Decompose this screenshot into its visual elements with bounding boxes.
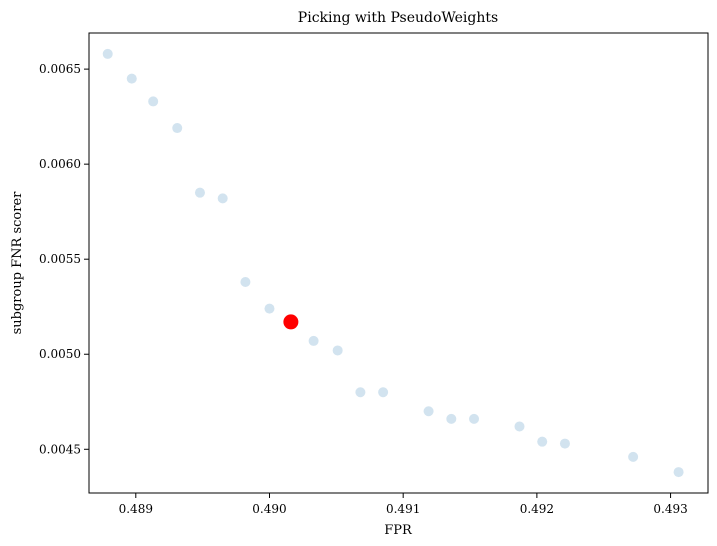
- data-point: [308, 335, 319, 346]
- data-point: [446, 413, 457, 424]
- x-tick-label: 0.491: [386, 502, 420, 516]
- chart-title: Picking with PseudoWeights: [298, 10, 498, 26]
- data-point: [194, 187, 205, 198]
- plot-area-frame: [88, 32, 709, 494]
- data-point: [537, 436, 548, 447]
- y-tick-label: 0.0045: [39, 442, 81, 456]
- data-points: [102, 48, 684, 478]
- data-point: [172, 123, 183, 134]
- data-point: [673, 467, 684, 478]
- x-tick-label: 0.489: [119, 502, 153, 516]
- y-axis-label: subgroup FNR scorer: [10, 191, 25, 335]
- x-axis: 0.489 0.490 0.491 0.492 0.493: [119, 493, 688, 516]
- data-point: [628, 451, 639, 462]
- x-tick-label: 0.493: [653, 502, 687, 516]
- data-point: [126, 73, 137, 84]
- data-point: [514, 421, 525, 432]
- selected-point: [283, 314, 299, 330]
- y-tick-label: 0.0060: [39, 157, 81, 171]
- data-point: [148, 96, 159, 107]
- y-axis: 0.0045 0.0050 0.0055 0.0060 0.0065: [39, 62, 89, 456]
- x-axis-label: FPR: [384, 523, 413, 538]
- y-tick-label: 0.0065: [39, 62, 81, 76]
- data-point: [423, 406, 434, 417]
- x-tick-label: 0.492: [520, 502, 554, 516]
- data-point: [378, 387, 389, 398]
- data-point: [217, 193, 228, 204]
- data-point: [102, 48, 113, 59]
- y-tick-label: 0.0055: [39, 252, 81, 266]
- data-point: [355, 387, 366, 398]
- data-point: [264, 303, 275, 314]
- x-tick-label: 0.490: [252, 502, 286, 516]
- data-point: [559, 438, 570, 449]
- data-point: [240, 277, 251, 288]
- y-tick-label: 0.0050: [39, 347, 81, 361]
- data-point: [469, 413, 480, 424]
- data-point: [332, 345, 343, 356]
